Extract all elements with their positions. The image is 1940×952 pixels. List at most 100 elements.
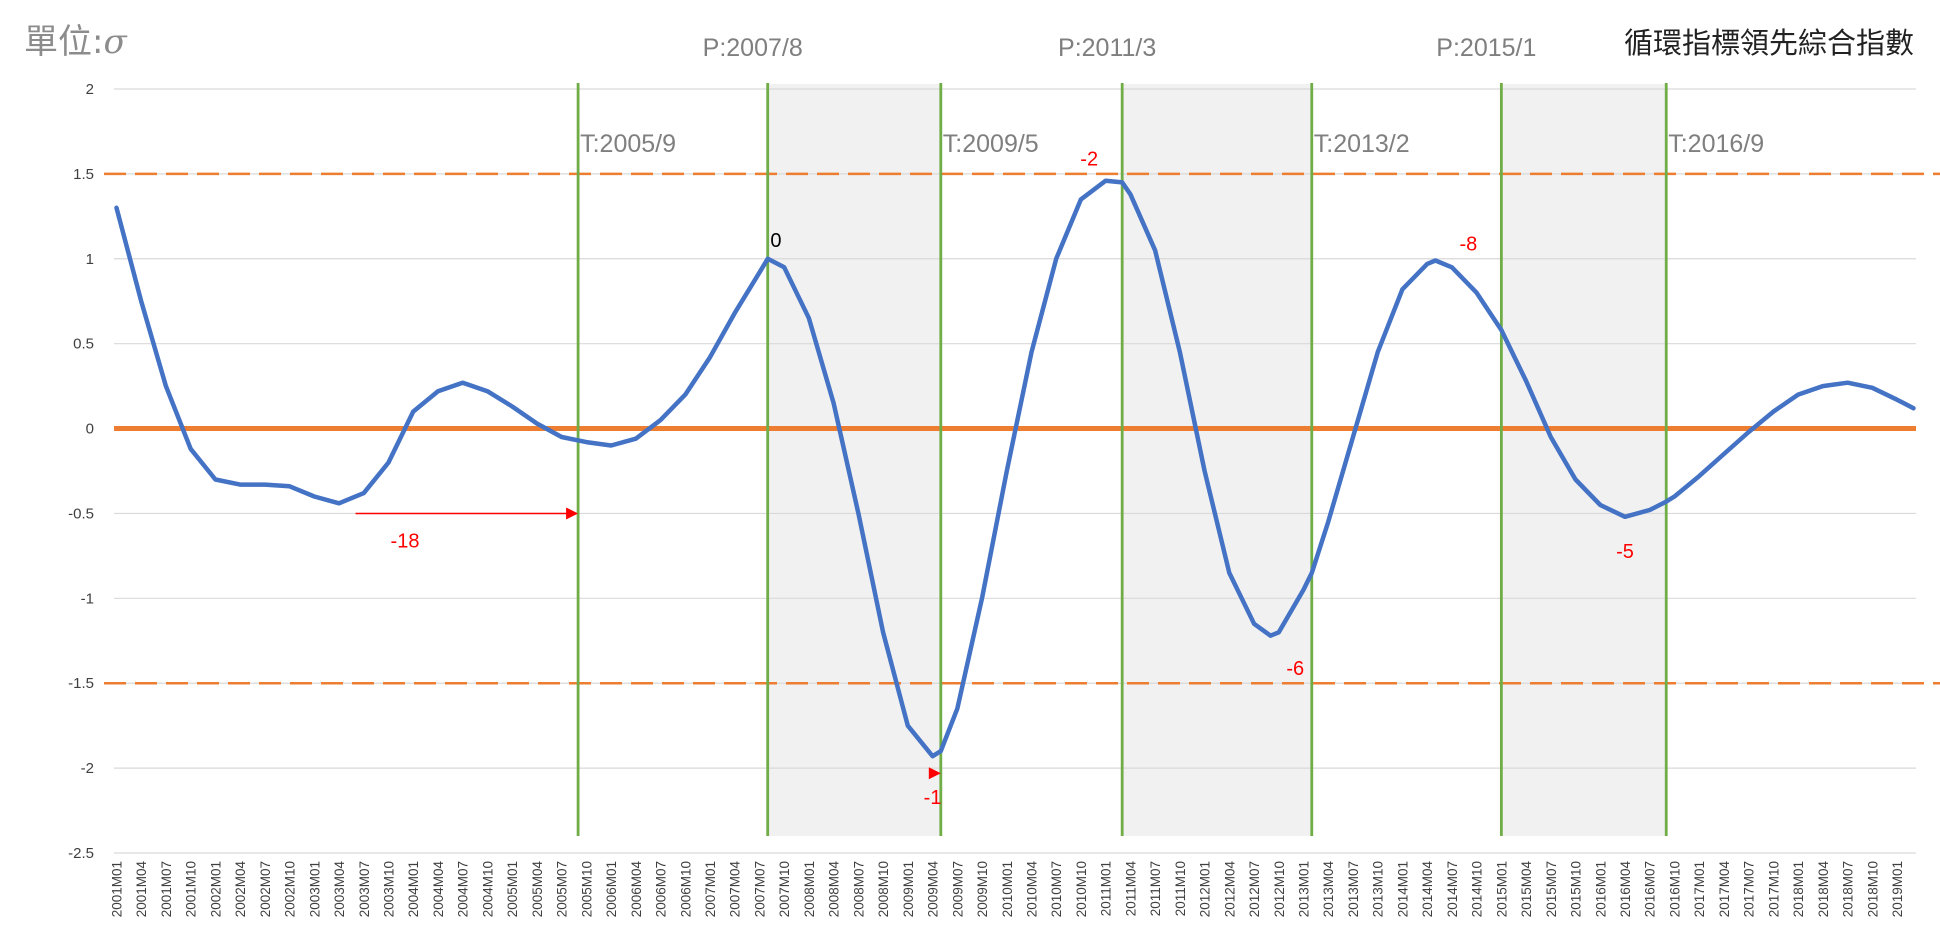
x-tick-label: 2001M07 bbox=[159, 861, 174, 917]
x-tick-label: 2003M07 bbox=[357, 861, 372, 917]
x-tick-label: 2001M01 bbox=[109, 861, 124, 917]
lead-annotation: 0 bbox=[770, 230, 781, 252]
x-tick-label: 2011M04 bbox=[1123, 861, 1138, 917]
x-tick-label: 2006M07 bbox=[654, 861, 669, 917]
shaded-periods bbox=[767, 84, 1667, 836]
lead-annotation: -1 bbox=[924, 787, 942, 809]
x-tick-label: 2004M04 bbox=[431, 861, 446, 918]
x-tick-label: 2015M07 bbox=[1544, 861, 1559, 917]
x-tick-label: 2014M04 bbox=[1420, 861, 1435, 918]
series-lines bbox=[114, 178, 1916, 759]
x-tick-label: 2012M04 bbox=[1222, 861, 1237, 918]
turning-point-label: P:2007/8 bbox=[703, 34, 803, 62]
y-tick-label: 1.5 bbox=[73, 166, 94, 183]
x-tick-label: 2010M01 bbox=[1000, 861, 1015, 917]
x-tick-label: 2007M07 bbox=[752, 861, 767, 917]
y-tick-label: 0.5 bbox=[73, 336, 94, 353]
x-tick-label: 2011M10 bbox=[1173, 861, 1188, 916]
lead-arrow-head bbox=[928, 767, 941, 780]
shaded-period-3 bbox=[1501, 84, 1667, 836]
x-tick-label: 2017M10 bbox=[1766, 861, 1781, 917]
x-tick-label: 2015M10 bbox=[1569, 861, 1584, 917]
x-tick-label: 2004M01 bbox=[406, 861, 421, 917]
x-tick-label: 2008M07 bbox=[851, 861, 866, 917]
x-tick-label: 2013M01 bbox=[1297, 861, 1312, 917]
lead-annotation: -6 bbox=[1286, 658, 1304, 680]
x-tick-label: 2014M07 bbox=[1445, 861, 1460, 917]
x-tick-label: 2008M10 bbox=[876, 861, 891, 917]
x-tick-label: 2015M01 bbox=[1494, 861, 1509, 917]
y-tick-label: 2 bbox=[86, 81, 94, 98]
x-tick-label: 2017M04 bbox=[1717, 861, 1732, 918]
turning-point-label: T:2009/5 bbox=[943, 130, 1039, 158]
x-tick-label: 2018M04 bbox=[1816, 861, 1831, 918]
turning-point-label: T:2005/9 bbox=[580, 130, 676, 158]
y-tick-label: 0 bbox=[86, 421, 94, 438]
x-tick-label: 2012M10 bbox=[1272, 861, 1287, 917]
x-tick-label: 2006M10 bbox=[678, 861, 693, 917]
x-tick-label: 2003M01 bbox=[307, 861, 322, 917]
x-tick-label: 2010M10 bbox=[1074, 861, 1089, 917]
x-tick-label: 2007M10 bbox=[777, 861, 792, 917]
x-tick-label: 2019M01 bbox=[1890, 861, 1905, 917]
shaded-period-1 bbox=[767, 84, 941, 836]
x-tick-label: 2006M01 bbox=[604, 861, 619, 917]
x-tick-label: 2013M10 bbox=[1371, 861, 1386, 917]
x-tick-label: 2008M04 bbox=[827, 861, 842, 918]
x-tick-label: 2010M07 bbox=[1049, 861, 1064, 917]
x-tick-label: 2002M01 bbox=[208, 861, 223, 917]
x-tick-label: 2001M04 bbox=[134, 861, 149, 918]
y-tick-labels: 2 1.5 1 0.5 0 -0.5 -1 -1.5 -2 -2.5 bbox=[68, 81, 94, 862]
y-tick-label: -0.5 bbox=[68, 505, 94, 522]
turning-point-label: T:2016/9 bbox=[1668, 130, 1764, 158]
x-tick-label: 2013M04 bbox=[1321, 861, 1336, 918]
y-tick-label: -2 bbox=[81, 760, 94, 777]
x-tick-label: 2005M04 bbox=[530, 861, 545, 918]
x-tick-label: 2018M01 bbox=[1791, 861, 1806, 917]
x-tick-label: 2005M01 bbox=[505, 861, 520, 917]
x-tick-label: 2004M07 bbox=[456, 861, 471, 917]
x-tick-label: 2018M10 bbox=[1865, 861, 1880, 917]
x-tick-label: 2014M01 bbox=[1395, 861, 1410, 917]
x-tick-label: 2008M01 bbox=[802, 861, 817, 917]
unit-symbol: σ bbox=[103, 22, 127, 62]
x-tick-label: 2011M07 bbox=[1148, 861, 1163, 916]
x-tick-label: 2002M10 bbox=[283, 861, 298, 917]
x-tick-label: 2017M01 bbox=[1692, 861, 1707, 917]
x-tick-label: 2005M10 bbox=[579, 861, 594, 917]
y-tick-label: -1 bbox=[81, 590, 94, 607]
x-tick-label: 2007M01 bbox=[703, 861, 718, 917]
x-tick-label: 2009M01 bbox=[901, 861, 916, 917]
x-tick-label: 2003M04 bbox=[332, 861, 347, 918]
x-tick-label: 2017M07 bbox=[1742, 861, 1757, 917]
x-tick-label: 2016M07 bbox=[1643, 861, 1658, 917]
x-tick-label: 2002M07 bbox=[258, 861, 273, 917]
x-tick-label: 2016M10 bbox=[1667, 861, 1682, 917]
x-tick-label: 2006M04 bbox=[629, 861, 644, 918]
x-tick-label: 2007M04 bbox=[728, 861, 743, 918]
unit-prefix: 單位: bbox=[24, 22, 104, 62]
y-tick-label: 1 bbox=[86, 251, 94, 268]
shaded-period-2 bbox=[1122, 84, 1312, 836]
lead-annotation: -8 bbox=[1459, 233, 1477, 255]
x-tick-label: 2016M01 bbox=[1593, 861, 1608, 917]
x-tick-label: 2016M04 bbox=[1618, 861, 1633, 918]
x-tick-label: 2015M04 bbox=[1519, 861, 1534, 918]
x-tick-label: 2012M01 bbox=[1198, 861, 1213, 917]
lead-annotations: -18 0 -1 -2 -6 -8 -5 bbox=[355, 149, 1634, 809]
x-tick-label: 2010M04 bbox=[1024, 861, 1039, 918]
lead-arrow-head bbox=[566, 507, 579, 520]
y-tick-label: -2.5 bbox=[68, 845, 94, 862]
x-tick-label: 2009M07 bbox=[950, 861, 965, 917]
turning-point-label: T:2013/2 bbox=[1314, 130, 1410, 158]
x-tick-label: 2013M07 bbox=[1346, 861, 1361, 917]
turning-point-label: P:2015/1 bbox=[1436, 34, 1536, 62]
x-tick-label: 2002M04 bbox=[233, 861, 248, 918]
turning-point-lines: T:2005/9 P:2007/8 T:2009/5 P:2011/3 T:2013/2… bbox=[576, 34, 1764, 836]
lead-annotation: -18 bbox=[391, 531, 420, 553]
x-tick-label: 2003M10 bbox=[382, 861, 397, 917]
y-tick-label: -1.5 bbox=[68, 675, 94, 692]
x-tick-labels: 2001M01 2001M04 2001M07 2001M10 2002M01 2002M… bbox=[109, 861, 1905, 918]
x-tick-label: 2005M07 bbox=[555, 861, 570, 917]
